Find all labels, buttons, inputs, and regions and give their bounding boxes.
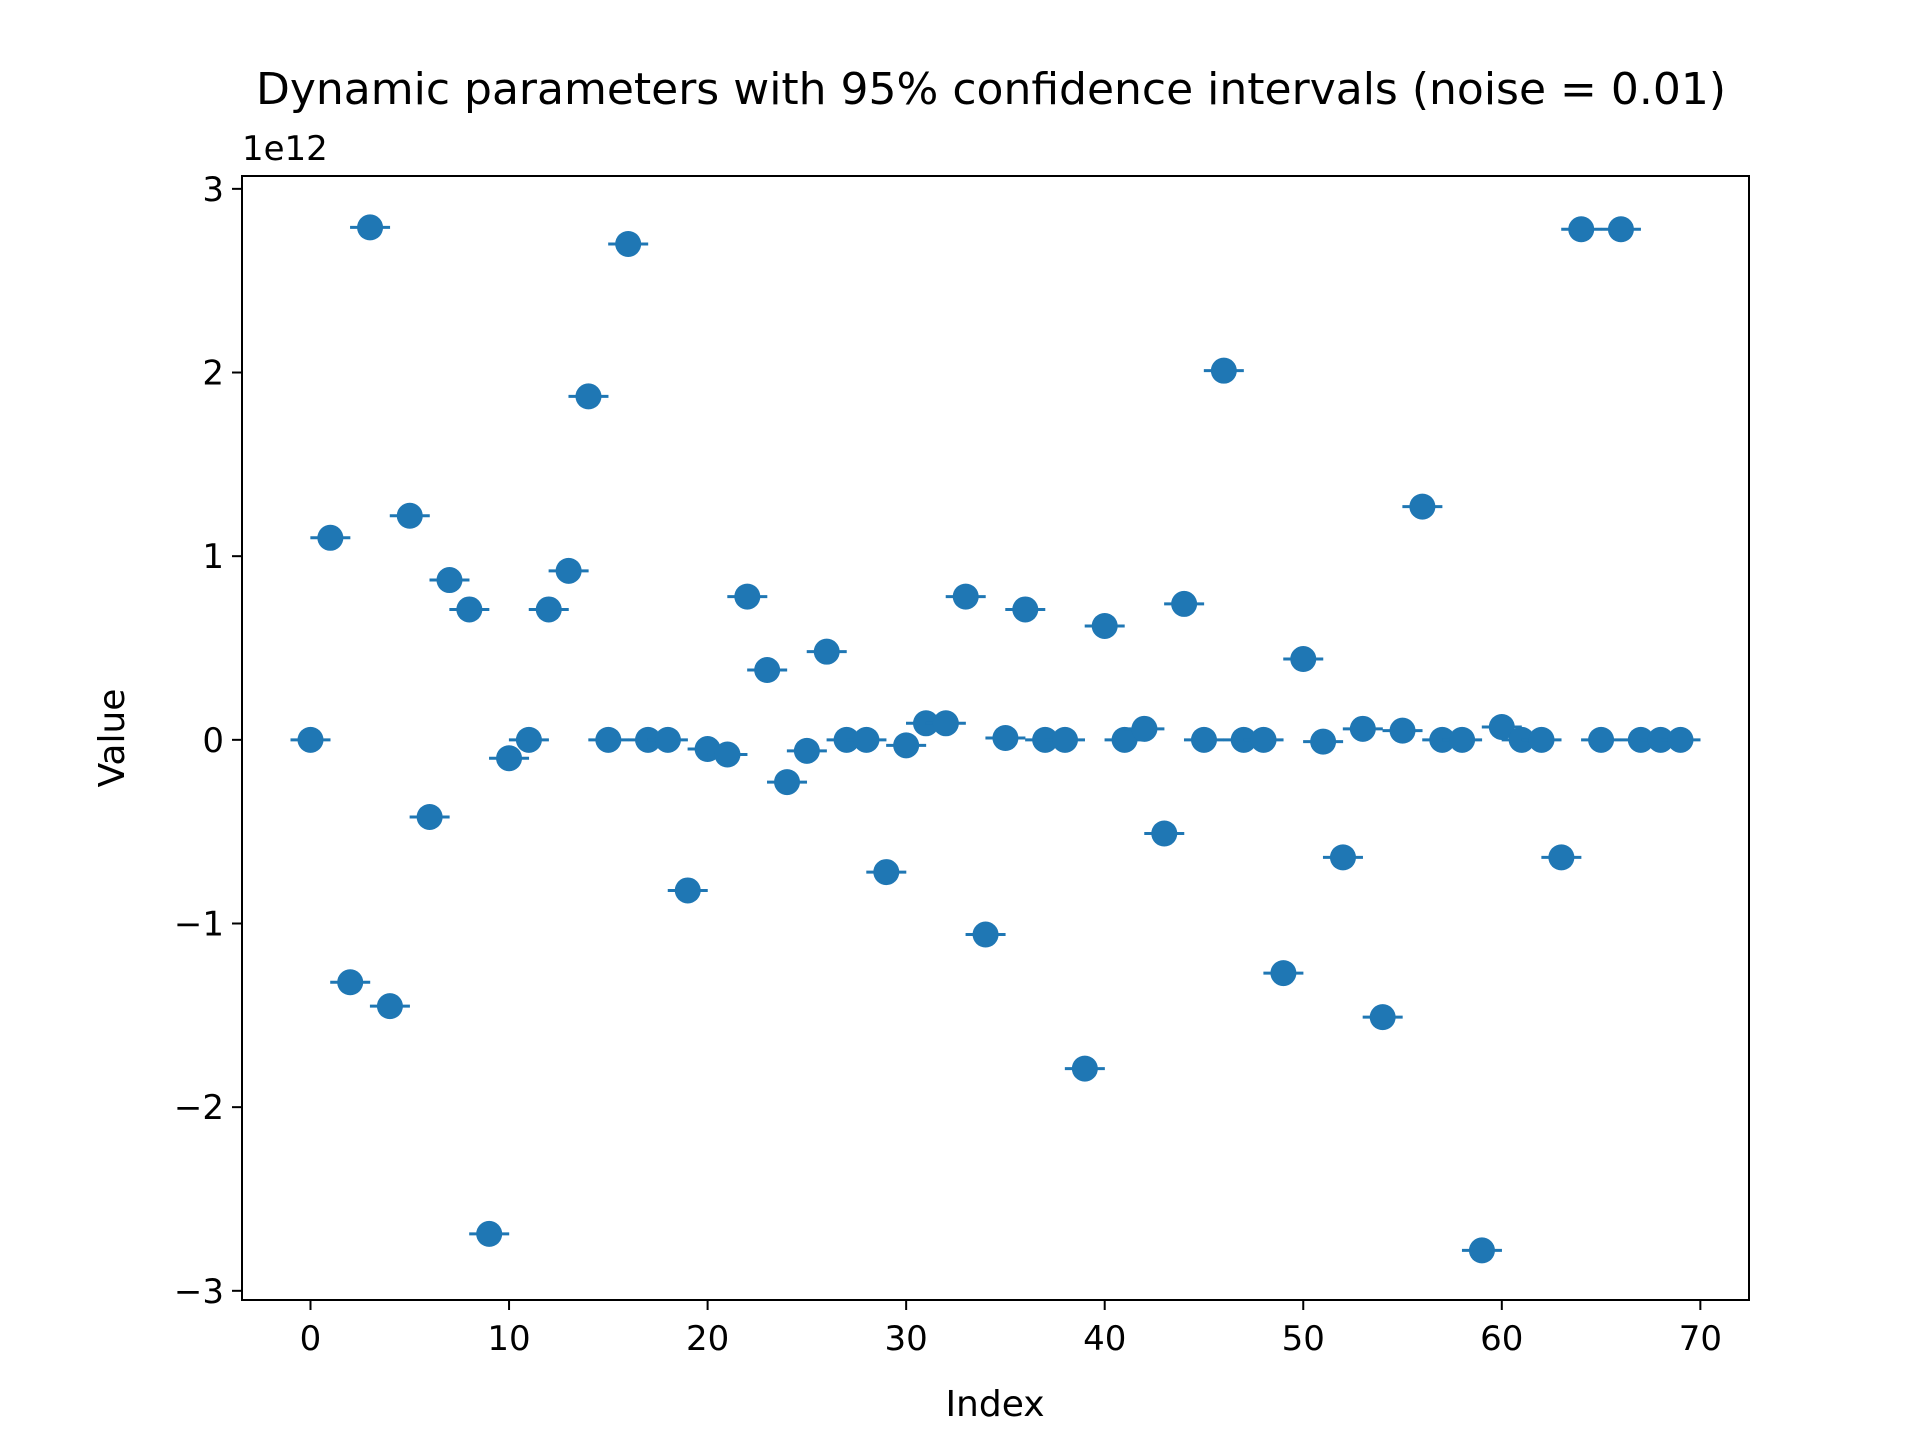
data-point bbox=[297, 726, 324, 753]
data-point bbox=[853, 726, 880, 753]
y-tick-label: 2 bbox=[202, 354, 224, 394]
x-tick-label: 0 bbox=[300, 1319, 322, 1359]
data-point bbox=[793, 737, 820, 764]
x-tick-label: 50 bbox=[1282, 1319, 1325, 1359]
data-point bbox=[1409, 493, 1436, 520]
data-point bbox=[654, 726, 681, 753]
x-tick-label: 40 bbox=[1083, 1319, 1126, 1359]
x-tick-label: 70 bbox=[1679, 1319, 1722, 1359]
data-point bbox=[496, 745, 523, 772]
data-point bbox=[1151, 820, 1178, 847]
data-point bbox=[774, 769, 801, 796]
data-point bbox=[456, 596, 483, 623]
data-point bbox=[1548, 844, 1575, 871]
data-point bbox=[396, 502, 423, 529]
data-point bbox=[436, 567, 463, 594]
x-axis: 0 10 20 30 40 50 60 70 bbox=[300, 1300, 1722, 1359]
chart-title: Dynamic parameters with 95% confidence i… bbox=[256, 64, 1726, 115]
data-point bbox=[1190, 726, 1217, 753]
axes-frame bbox=[241, 175, 1750, 1301]
data-point bbox=[734, 583, 761, 610]
data-point bbox=[555, 557, 582, 584]
y-tick-label: 3 bbox=[202, 170, 224, 210]
y-tick-label: −3 bbox=[174, 1272, 224, 1312]
data-point bbox=[972, 921, 999, 948]
data-point bbox=[1528, 726, 1555, 753]
data-point bbox=[813, 638, 840, 665]
data-point bbox=[1270, 960, 1297, 987]
data-point bbox=[674, 877, 701, 904]
data-point bbox=[1449, 726, 1476, 753]
data-point bbox=[932, 710, 959, 737]
data-point bbox=[317, 524, 344, 551]
data-point bbox=[595, 726, 622, 753]
y-tick-label: −1 bbox=[174, 904, 224, 944]
y-axis-label: Value bbox=[92, 689, 133, 788]
data-point bbox=[515, 726, 542, 753]
data-point bbox=[1607, 216, 1634, 243]
data-point bbox=[357, 214, 384, 241]
data-point bbox=[1488, 713, 1515, 740]
y-axis: −3 −2 −1 0 1 2 3 bbox=[174, 170, 242, 1312]
data-point bbox=[992, 725, 1019, 751]
plot-area bbox=[290, 214, 1701, 1264]
data-point bbox=[1290, 646, 1317, 673]
data-point bbox=[1051, 726, 1078, 753]
data-point bbox=[337, 969, 364, 996]
y-tick-label: 1 bbox=[202, 537, 224, 577]
x-tick-label: 30 bbox=[885, 1319, 928, 1359]
data-point bbox=[615, 230, 642, 257]
x-tick-label: 10 bbox=[487, 1319, 530, 1359]
data-point bbox=[1111, 726, 1138, 753]
data-point bbox=[1171, 590, 1198, 617]
data-point bbox=[476, 1220, 503, 1247]
data-point bbox=[376, 993, 403, 1020]
data-point bbox=[1071, 1055, 1098, 1082]
data-point bbox=[1667, 726, 1694, 753]
data-point bbox=[1468, 1237, 1495, 1264]
data-point bbox=[1310, 728, 1337, 755]
data-point bbox=[1588, 726, 1615, 753]
data-point bbox=[1012, 596, 1039, 623]
x-tick-label: 60 bbox=[1480, 1319, 1523, 1359]
data-point bbox=[575, 383, 602, 410]
data-point bbox=[1131, 715, 1158, 742]
data-point bbox=[873, 859, 900, 886]
y-tick-label: −2 bbox=[174, 1088, 224, 1128]
y-offset-label: 1e12 bbox=[242, 129, 328, 169]
x-axis-label: Index bbox=[945, 1384, 1044, 1425]
data-point bbox=[1389, 717, 1416, 744]
data-point bbox=[1349, 715, 1376, 742]
data-point bbox=[1210, 357, 1237, 384]
data-point bbox=[1329, 844, 1356, 871]
data-point bbox=[1568, 216, 1595, 243]
data-point bbox=[535, 596, 562, 623]
data-point bbox=[1091, 612, 1118, 639]
data-point bbox=[952, 583, 979, 610]
data-point bbox=[714, 741, 741, 768]
data-point bbox=[893, 732, 920, 759]
data-point bbox=[1369, 1004, 1396, 1031]
x-tick-label: 20 bbox=[686, 1319, 729, 1359]
data-point bbox=[754, 657, 781, 684]
data-point bbox=[1250, 726, 1277, 753]
data-point bbox=[416, 803, 443, 830]
y-tick-label: 0 bbox=[202, 721, 224, 761]
